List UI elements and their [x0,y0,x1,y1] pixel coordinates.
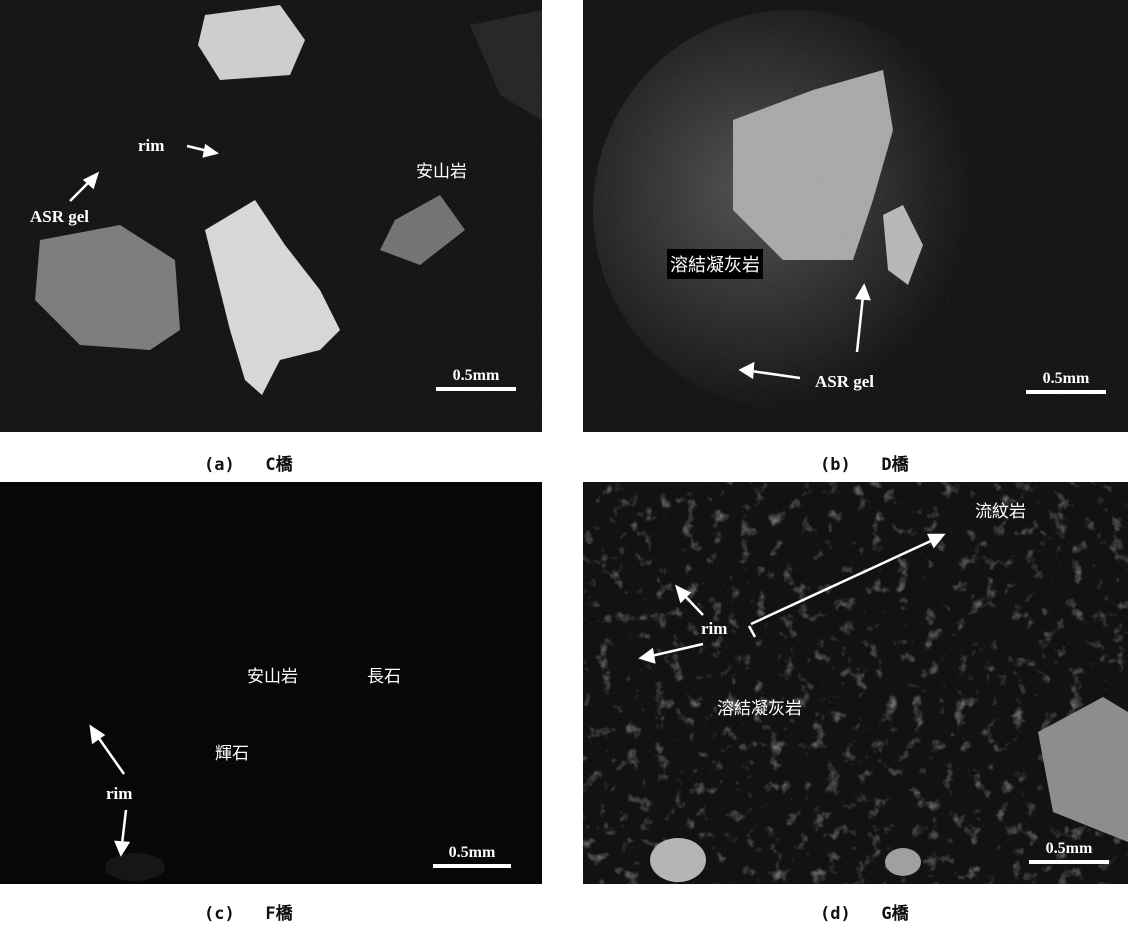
caption-a: (a) C橋 [204,455,293,475]
micrograph-image-c [0,482,542,884]
caption-b: (b) D橋 [820,455,909,475]
label-rim-c: rim [106,784,133,803]
caption-d: (d) G橋 [820,904,909,924]
scale-line-d [1029,860,1109,864]
label-rim-a: rim [138,136,165,155]
scale-bar-b: 0.5mm [1026,370,1106,394]
scale-label-d: 0.5mm [1045,840,1093,857]
micrograph-panel-d: 流紋岩 rim 溶結凝灰岩 0.5mm [583,482,1128,884]
caption-c: (c) F橋 [204,904,293,924]
micrograph-panel-a: rim 安山岩 ASR gel 0.5mm [0,0,542,432]
label-rhyolite-d: 流紋岩 [975,502,1026,522]
label-asr-gel-a: ASR gel [30,207,90,226]
micrograph-image-b [583,0,1128,432]
label-welded-tuff-d: 溶結凝灰岩 [717,699,802,719]
scale-bar-a: 0.5mm [436,367,516,391]
scale-label-b: 0.5mm [1042,370,1090,387]
micrograph-image-d [583,482,1128,884]
label-feldspar-c: 長石 [367,667,401,687]
scale-label-c: 0.5mm [448,844,496,861]
label-andesite-c: 安山岩 [247,667,298,687]
label-welded-tuff-b: 溶結凝灰岩 [667,249,763,279]
micrograph-panel-c: 安山岩 長石 輝石 rim 0.5mm [0,482,542,884]
scale-line-b [1026,390,1106,394]
label-andesite-a: 安山岩 [416,162,467,182]
scale-bar-c: 0.5mm [433,844,511,868]
label-rim-d: rim [701,619,728,638]
scale-label-a: 0.5mm [452,367,500,384]
label-pyroxene-c: 輝石 [215,744,249,764]
micrograph-panel-b: 溶結凝灰岩 ASR gel 0.5mm [583,0,1128,432]
label-asr-gel-b: ASR gel [815,372,875,391]
micrograph-image-a [0,0,542,432]
scale-line-a [436,387,516,391]
scale-line-c [433,864,511,868]
scale-bar-d: 0.5mm [1029,840,1109,864]
